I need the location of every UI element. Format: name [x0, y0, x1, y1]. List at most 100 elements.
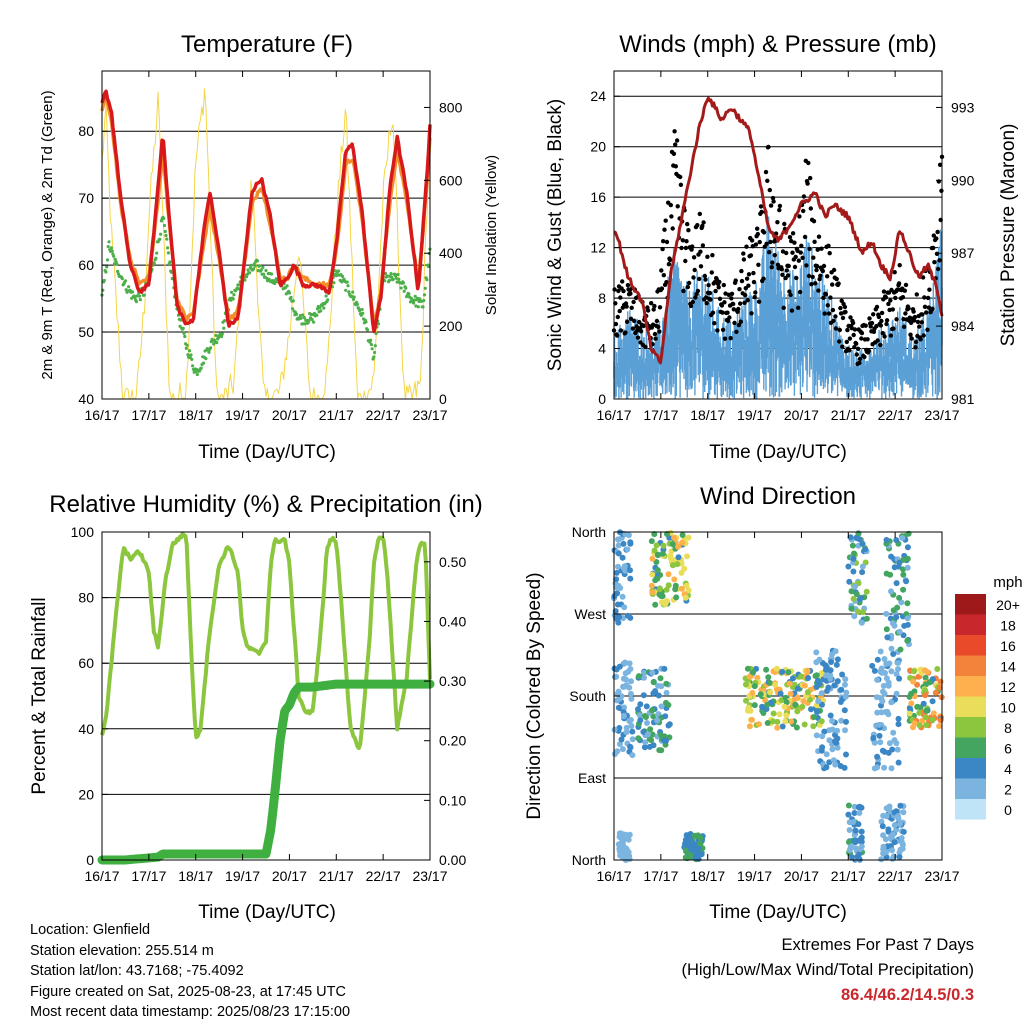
humidity-y-tick-label: 100: [71, 524, 95, 540]
gust-point: [615, 314, 620, 320]
wind-direction-point: [850, 555, 857, 562]
gust-point: [728, 336, 733, 341]
wind-direction-point: [901, 622, 908, 629]
gust-point: [756, 299, 762, 304]
wind-direction-point: [854, 608, 861, 615]
dewpoint-point: [352, 295, 356, 299]
gust-point: [618, 328, 624, 333]
wind-direction-point: [697, 834, 704, 841]
direction-x-tick-label: 21/17: [831, 868, 866, 884]
wind-direction-point: [832, 738, 838, 745]
gust-point: [672, 129, 677, 134]
dewpoint-point: [187, 349, 192, 353]
wind-direction-point: [834, 727, 841, 734]
gust-point: [758, 204, 764, 209]
dewpoint-point: [181, 326, 185, 330]
direction-x-tick-label: 18/17: [690, 868, 725, 884]
wind-direction-point: [813, 684, 820, 690]
wind-direction-point: [885, 826, 892, 833]
wind-direction-point: [922, 692, 929, 699]
dewpoint-point: [402, 289, 406, 293]
dewpoint-point: [219, 335, 224, 339]
wind-direction-point: [854, 853, 861, 860]
gust-point: [883, 295, 889, 300]
solar-y-tick-label: 0: [439, 391, 447, 407]
gust-point: [806, 273, 812, 279]
temperature-plot-frame: [101, 70, 431, 400]
wind-direction-point: [843, 718, 849, 725]
wind-direction-point: [852, 837, 859, 844]
gust-point: [925, 295, 931, 301]
wind-direction-point: [611, 726, 618, 733]
wind-direction-point: [874, 753, 881, 760]
gust-point: [673, 164, 678, 169]
dewpoint-point: [112, 262, 117, 266]
wind-direction-point: [673, 594, 680, 601]
gust-point: [874, 324, 879, 329]
humidity-y-tick-label: 60: [78, 655, 94, 671]
dewpoint-point: [291, 299, 295, 303]
gust-point: [844, 339, 849, 345]
temperature-y-tick-label: 80: [78, 123, 94, 139]
wind-direction-point: [613, 576, 620, 583]
wind-direction-point: [911, 668, 917, 675]
relative-humidity-line: [100, 531, 432, 750]
wind-direction-point: [616, 725, 623, 731]
wind-direction-point: [627, 690, 634, 697]
dewpoint-point: [106, 245, 110, 249]
gust-point: [808, 175, 813, 181]
wind-direction-point: [678, 585, 685, 592]
dewpoint-point: [248, 271, 252, 275]
gust-point: [851, 332, 856, 338]
gust-point: [615, 333, 620, 338]
gust-point: [815, 247, 820, 252]
wind-direction-point: [660, 542, 667, 549]
wind-direction-point: [641, 674, 647, 681]
wind-direction-point: [823, 764, 830, 771]
wind-direction-point: [891, 822, 898, 829]
gust-point: [854, 341, 859, 346]
gust-point: [775, 220, 780, 225]
dewpoint-point: [319, 309, 323, 313]
gust-point: [934, 236, 939, 241]
wind-direction-point: [900, 566, 906, 573]
wind-direction-point: [893, 580, 900, 587]
gust-point: [807, 246, 812, 252]
gust-point: [857, 356, 863, 362]
dewpoint-point: [207, 350, 211, 354]
gust-point: [922, 295, 927, 300]
dewpoint-point: [222, 326, 226, 330]
wind-direction-point: [904, 615, 911, 622]
wind-direction-point: [814, 709, 820, 715]
wind-direction-point: [686, 836, 693, 843]
gust-point: [697, 276, 702, 282]
gust-point: [777, 203, 783, 209]
gust-point: [915, 319, 921, 325]
gust-point: [927, 287, 932, 292]
wind-direction-point: [746, 673, 753, 680]
dewpoint-point: [303, 322, 307, 326]
gust-point: [725, 310, 730, 315]
wind-direction-point: [888, 699, 895, 706]
wind-direction-point: [823, 751, 830, 758]
speed-legend-swatch: [955, 655, 986, 676]
wind-direction-point: [881, 725, 887, 732]
station-elevation: Station elevation: 255.514 m: [30, 942, 214, 959]
direction-x-label: Time (Day/UTC): [709, 902, 847, 923]
wind-direction-point: [772, 681, 778, 688]
speed-legend-swatch: [955, 799, 986, 820]
wind-direction-point: [617, 585, 624, 591]
gust-point: [685, 284, 690, 290]
gust-point: [741, 251, 746, 256]
gust-point: [797, 214, 802, 219]
speed-legend-swatch: [955, 737, 986, 758]
dewpoint-point: [244, 275, 249, 279]
gust-point: [847, 336, 853, 341]
gust-point: [755, 231, 760, 237]
dewpoint-point: [373, 344, 377, 348]
winds-y-tick-label: 0: [598, 391, 606, 407]
wind-direction-point: [763, 666, 770, 673]
humidity-plot-frame: [101, 531, 431, 861]
wind-direction-point: [644, 720, 650, 726]
gust-point: [782, 221, 787, 227]
